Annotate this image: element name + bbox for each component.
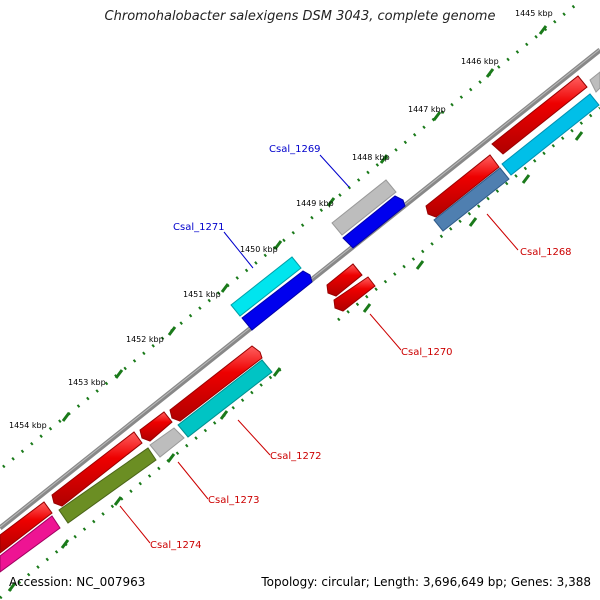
cds-feature-red-bottom (0, 501, 53, 554)
label-connectors (119, 154, 519, 544)
cds-feature-olive-1274 (58, 447, 157, 524)
kbp-label: 1453 kbp (68, 378, 106, 387)
cds-feature-red-1272 (169, 345, 263, 422)
kbp-label: 1447 kbp (408, 105, 446, 114)
cds-feature-red-1274 (51, 431, 143, 507)
cds-feature-grey-top (589, 71, 600, 93)
gene-label-csal-1271: Csal_1271 (173, 222, 225, 233)
cds-feature-cyan-1271 (230, 256, 302, 317)
kbp-label: 1446 kbp (461, 57, 499, 66)
kbp-label: 1450 kbp (240, 245, 278, 254)
kbp-label: 1448 kbp (352, 153, 390, 162)
kbp-label: 1445 kbp (515, 9, 553, 18)
tick-line-inner-left (0, 366, 283, 600)
cds-feature-red-1270a (326, 263, 363, 297)
cds-feature-grey-1273 (149, 427, 185, 458)
gene-label-csal-1270: Csal_1270 (401, 347, 453, 358)
cds-feature-blue-1271 (241, 270, 313, 331)
major-ticks (7, 25, 584, 592)
kbp-label: 1452 kbp (126, 335, 164, 344)
cds-feature-blue-1269 (342, 195, 406, 249)
features-reverse (0, 71, 600, 573)
cds-feature-red-1268 (425, 154, 500, 218)
kbp-label: 1451 kbp (183, 290, 221, 299)
cds-feature-red-top-a (491, 75, 588, 155)
cds-feature-grey-1269 (331, 179, 397, 236)
cds-feature-red-1273 (139, 411, 173, 442)
kbp-label: 1454 kbp (9, 421, 47, 430)
accession-text: Accession: NC_007963 (9, 575, 146, 589)
gene-label-csal-1268: Csal_1268 (520, 247, 572, 258)
cds-feature-pink-bottom (0, 515, 61, 573)
gene-label-csal-1272: Csal_1272 (270, 451, 322, 462)
features-forward-outer (230, 179, 406, 331)
kbp-labels: 1445 kbp 1446 kbp 1447 kbp 1448 kbp 1449… (9, 9, 553, 430)
map-title: Chromohalobacter salexigens DSM 3043, co… (104, 9, 496, 24)
genome-summary: Topology: circular; Length: 3,696,649 bp… (261, 575, 591, 589)
gene-labels: Csal_1269 Csal_1271 Csal_1268 Csal_1270 … (150, 144, 572, 551)
cds-feature-deepsky-top (501, 93, 600, 176)
cds-feature-teal-1272 (177, 359, 273, 438)
gene-label-csal-1273: Csal_1273 (208, 495, 260, 506)
gene-label-csal-1274: Csal_1274 (150, 540, 202, 551)
cds-feature-red-1270b (333, 276, 376, 312)
kbp-label: 1449 kbp (296, 199, 334, 208)
tick-line-inner-right (337, 106, 600, 322)
gene-label-csal-1269: Csal_1269 (269, 144, 321, 155)
cds-feature-steel-1268 (433, 167, 510, 232)
